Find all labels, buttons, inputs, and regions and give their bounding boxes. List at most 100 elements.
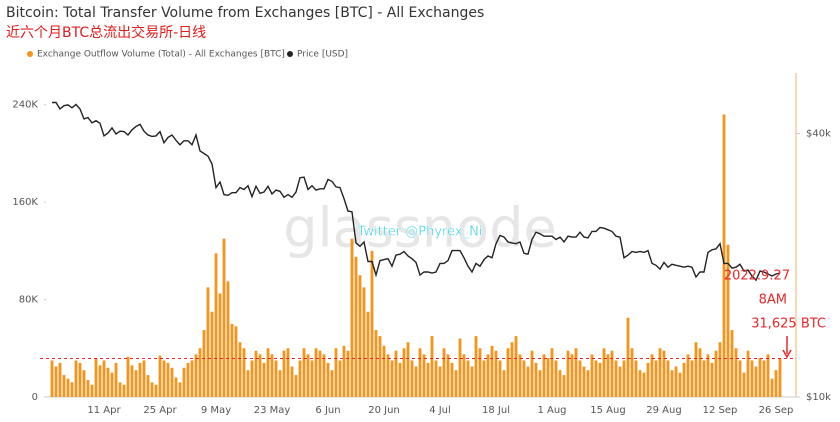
bar <box>642 372 646 397</box>
bar <box>78 362 82 397</box>
bar <box>310 360 314 397</box>
bar <box>686 354 690 397</box>
bar <box>758 358 762 397</box>
bar <box>746 350 750 397</box>
bar <box>706 354 710 397</box>
bar <box>178 382 182 397</box>
y2-tick-label: $10k <box>806 392 831 403</box>
legend-label: Price [USD] <box>297 50 348 60</box>
bar <box>618 366 622 397</box>
bar <box>346 350 350 397</box>
bar <box>654 360 658 397</box>
bar <box>474 336 478 397</box>
bar <box>50 360 54 397</box>
bar <box>258 354 262 397</box>
bar <box>378 336 382 397</box>
plot: 0 80K 160K 240K $10k $40k 11 Apr 25 Apr 9 May 23 … <box>12 100 831 416</box>
bar <box>666 360 670 397</box>
bar <box>214 253 218 397</box>
annotation-arrow <box>782 349 792 359</box>
bar <box>66 378 70 397</box>
bar <box>274 360 278 397</box>
bar <box>234 326 238 397</box>
bar <box>530 350 534 397</box>
bar <box>246 370 250 397</box>
bar <box>442 348 446 397</box>
bar <box>406 342 410 397</box>
bar <box>670 370 674 397</box>
bar <box>386 354 390 397</box>
bar <box>534 362 538 397</box>
bar <box>142 360 146 397</box>
bar <box>590 354 594 397</box>
bar <box>598 362 602 397</box>
bar <box>106 367 110 397</box>
chart-subtitle: 近六个月BTC总流出交易所-日线 <box>6 24 206 41</box>
bar <box>118 382 122 397</box>
bar <box>614 360 618 397</box>
legend-swatch <box>287 51 293 57</box>
bar <box>570 354 574 397</box>
bar <box>426 362 430 397</box>
bar <box>546 358 550 397</box>
bar <box>750 360 754 397</box>
bar <box>434 360 438 397</box>
bar <box>86 379 90 397</box>
bar <box>682 362 686 397</box>
bar <box>478 348 482 397</box>
bar <box>542 354 546 397</box>
bar <box>318 350 322 397</box>
bar <box>774 370 778 397</box>
bar <box>402 348 406 397</box>
x-tick-label: 4 Jul <box>429 405 451 416</box>
bar <box>154 384 158 397</box>
bar <box>734 348 738 397</box>
x-tick-label: 23 May <box>254 405 291 416</box>
bar <box>90 384 94 397</box>
y2-tick-label: $40k <box>806 129 831 140</box>
bar <box>146 375 150 397</box>
x-tick-label: 18 Jul <box>482 405 510 416</box>
bar <box>550 348 554 397</box>
bar <box>586 370 590 397</box>
bar <box>722 114 726 397</box>
bar <box>454 370 458 397</box>
bar <box>226 281 230 397</box>
bar <box>658 348 662 397</box>
bar <box>254 350 258 397</box>
bar <box>166 362 170 397</box>
bar <box>458 338 462 397</box>
x-tick-label: 29 Aug <box>646 405 681 416</box>
bar <box>690 360 694 397</box>
bar <box>650 354 654 397</box>
bar <box>322 354 326 397</box>
bar <box>638 370 642 397</box>
bar <box>770 378 774 397</box>
bar <box>138 362 142 397</box>
watermark: glassnode <box>283 197 556 260</box>
bar <box>194 354 198 397</box>
bar <box>306 354 310 397</box>
bar <box>134 370 138 397</box>
bar <box>422 354 426 397</box>
bar <box>202 330 206 397</box>
bar <box>738 360 742 397</box>
bar <box>382 345 386 397</box>
bar <box>162 360 166 397</box>
bar <box>562 375 566 397</box>
bar <box>494 350 498 397</box>
bar <box>218 293 222 397</box>
x-tick-label: 15 Aug <box>590 405 625 416</box>
bar <box>334 348 338 397</box>
bar <box>210 311 214 397</box>
annotation: 8AM <box>759 293 787 308</box>
x-tick-label: 12 Sep <box>703 405 738 416</box>
bar <box>438 366 442 397</box>
bar <box>498 360 502 397</box>
bar <box>578 360 582 397</box>
bar <box>98 365 102 397</box>
x-tick-label: 11 Apr <box>87 405 121 416</box>
x-tick-label: 26 Sep <box>759 405 794 416</box>
bar <box>230 323 234 397</box>
